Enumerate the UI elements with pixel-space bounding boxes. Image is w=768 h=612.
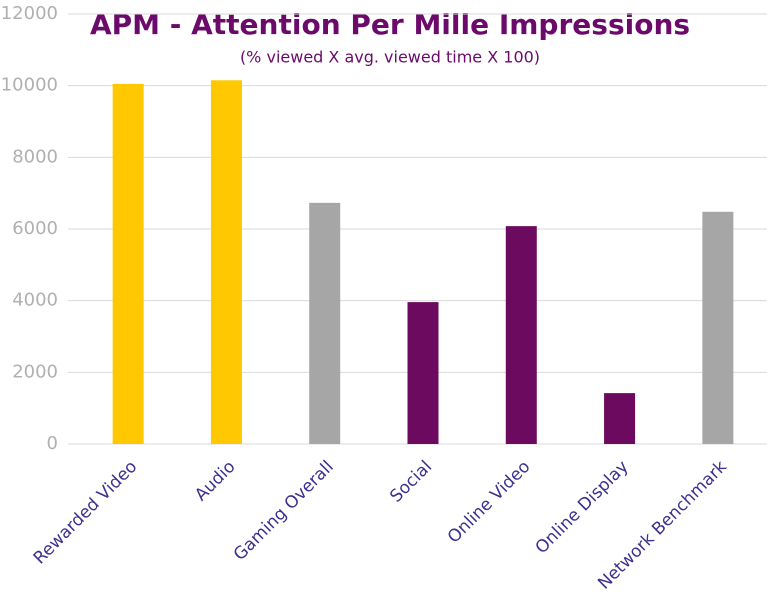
y-tick-label: 8000 xyxy=(12,146,58,167)
bar xyxy=(604,393,636,444)
chart-title: APM - Attention Per Mille Impressions xyxy=(90,8,690,41)
x-tick-label: Gaming Overall xyxy=(230,457,338,565)
y-tick-label: 2000 xyxy=(12,361,58,382)
y-tick-label: 6000 xyxy=(12,218,58,239)
x-tick-label: Audio xyxy=(191,457,239,505)
y-tick-label: 10000 xyxy=(1,75,58,96)
bar xyxy=(702,211,734,444)
y-tick-label: 12000 xyxy=(1,3,58,24)
bar xyxy=(112,83,144,444)
x-tick-label: Social xyxy=(386,457,436,507)
bar xyxy=(505,226,537,444)
x-tick-label: Rewarded Video xyxy=(30,457,141,568)
x-tick-label: Online Display xyxy=(532,457,633,558)
bar xyxy=(309,202,341,444)
bar xyxy=(210,80,242,445)
y-tick-label: 4000 xyxy=(12,290,58,311)
y-tick-label: 0 xyxy=(47,433,58,454)
chart-subtitle: (% viewed X avg. viewed time X 100) xyxy=(240,48,540,67)
bar xyxy=(407,302,439,444)
x-tick-label: Online Video xyxy=(444,457,534,547)
